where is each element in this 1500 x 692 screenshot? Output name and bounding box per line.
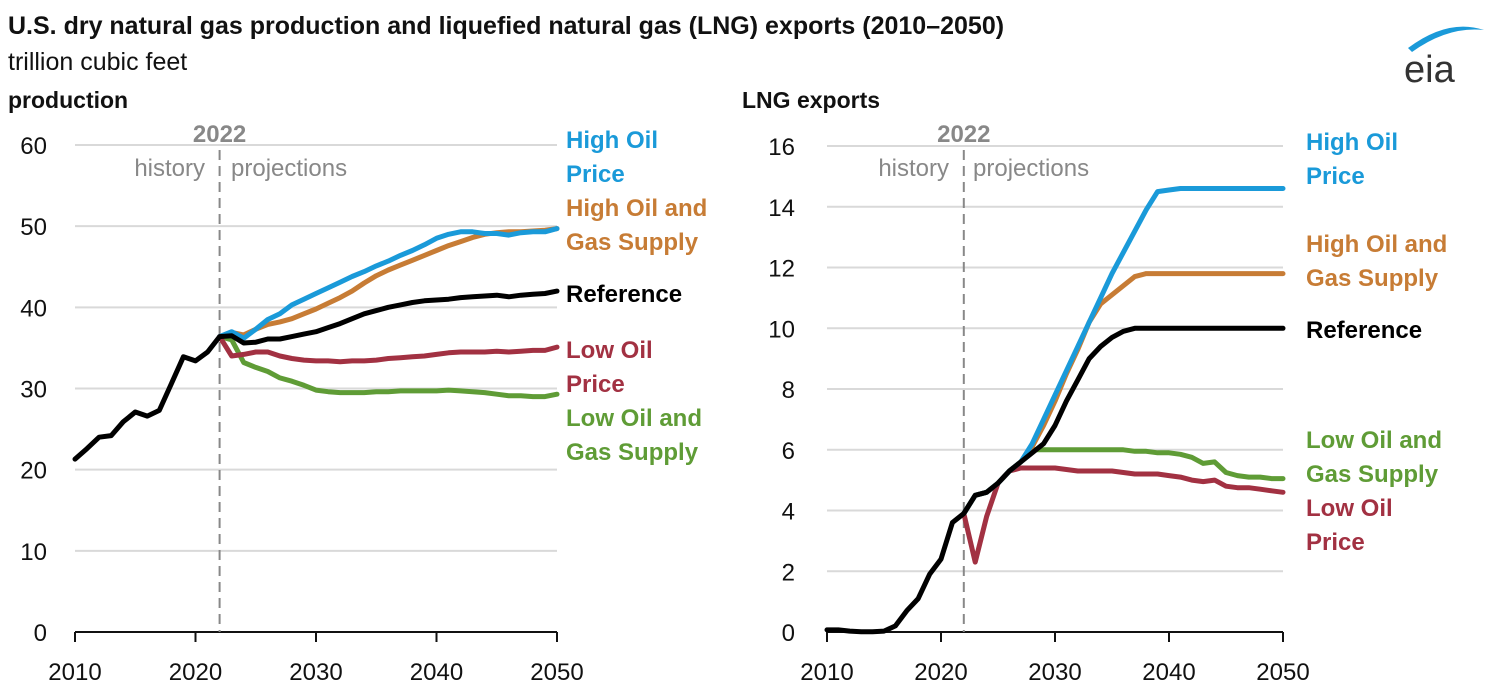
x-tick-label: 2020 [169, 659, 222, 686]
legend-label-low-oil-and-gas-supply: Low Oil and Gas Supply [566, 405, 702, 466]
x-tick-label: 2030 [1028, 659, 1081, 686]
legend-label-low-oil-price: Low Oil Price [566, 337, 653, 398]
projections-label: projections [973, 155, 1089, 182]
y-tick-label: 20 [20, 458, 47, 485]
legend-label-high-oil-price: High Oil Price [1306, 129, 1398, 190]
chart-title: U.S. dry natural gas production and liqu… [8, 12, 1005, 40]
legend-line: Gas Supply [566, 439, 699, 466]
y-tick-label: 10 [768, 316, 795, 343]
legend-label-low-oil-price: Low Oil Price [1306, 495, 1393, 556]
legend-line: Price [1306, 163, 1365, 190]
y-tick-label: 14 [768, 195, 795, 222]
lng-exports-chart: LNG exports 0 2 4 6 8 10 12 14 16 2010 2020 2030 2040… [742, 87, 1447, 686]
legend-line: Gas Supply [1306, 265, 1439, 292]
series-line-high-oil-price [961, 186, 1286, 516]
y-tick-label: 40 [20, 295, 47, 322]
legend-line: Reference [566, 281, 682, 308]
legend-line: Gas Supply [566, 229, 699, 256]
x-tick-label: 2030 [289, 659, 342, 686]
legend-line: High Oil [1306, 129, 1398, 156]
legend-line: Reference [1306, 317, 1422, 344]
eia-logo-text: eia [1404, 49, 1456, 88]
x-tick-label: 2040 [410, 659, 463, 686]
legend-label-high-oil-price: High Oil Price [566, 127, 658, 188]
chart-subtitle: trillion cubic feet [8, 48, 188, 76]
x-tick-label: 2020 [914, 659, 967, 686]
legend-line: Price [566, 371, 625, 398]
series-line-reference [824, 325, 1286, 635]
legend-label-reference: Reference [1306, 317, 1422, 344]
history-label: history [134, 155, 205, 182]
divider-year-label: 2022 [193, 121, 246, 148]
legend-line: Price [1306, 529, 1365, 556]
legend-line: Low Oil [1306, 495, 1393, 522]
x-tick-label: 2010 [800, 659, 853, 686]
x-tick-label: 2050 [1256, 659, 1309, 686]
legend-label-low-oil-and-gas-supply: Low Oil and Gas Supply [1306, 427, 1442, 488]
eia-logo-arc [1408, 26, 1484, 52]
y-tick-label: 10 [20, 539, 47, 566]
legend-line: High Oil and [1306, 231, 1447, 258]
y-tick-label: 30 [20, 377, 47, 404]
series-line-low-oil-price [217, 334, 560, 365]
legend-line: Price [566, 161, 625, 188]
x-tick-label: 2050 [530, 659, 583, 686]
legend-line: High Oil [566, 127, 658, 154]
y-tick-label: 60 [20, 133, 47, 160]
series-line-high-oil-price [217, 226, 560, 341]
series-line-low-oil-price [961, 465, 1286, 565]
divider-year-label: 2022 [937, 121, 990, 148]
y-tick-label: 2 [782, 559, 795, 586]
series-line-low-oil-and-gas-supply [217, 334, 560, 400]
history-label: history [878, 155, 949, 182]
y-tick-label: 0 [34, 620, 47, 647]
projections-label: projections [231, 155, 347, 182]
series-line-low-oil-and-gas-supply [961, 447, 1286, 516]
legend-label-reference: Reference [566, 281, 682, 308]
y-tick-label: 8 [782, 377, 795, 404]
y-tick-label: 6 [782, 438, 795, 465]
legend-line: Low Oil and [1306, 427, 1442, 454]
legend-line: Gas Supply [1306, 461, 1439, 488]
series-line-reference [72, 288, 560, 462]
y-tick-label: 4 [782, 499, 795, 526]
eia-logo-icon: eia [1404, 26, 1484, 88]
x-tick-label: 2040 [1142, 659, 1195, 686]
legend-line: Low Oil and [566, 405, 702, 432]
panel-title: LNG exports [742, 87, 880, 113]
legend-line: Low Oil [566, 337, 653, 364]
y-tick-label: 50 [20, 214, 47, 241]
legend-label-high-oil-and-gas-supply: High Oil and Gas Supply [1306, 231, 1447, 292]
y-tick-label: 12 [768, 256, 795, 283]
legend-line: High Oil and [566, 195, 707, 222]
panel-title: production [8, 87, 128, 113]
y-tick-label: 0 [782, 620, 795, 647]
x-tick-label: 2010 [48, 659, 101, 686]
legend-label-high-oil-and-gas-supply: High Oil and Gas Supply [566, 195, 707, 256]
y-tick-label: 16 [768, 134, 795, 161]
